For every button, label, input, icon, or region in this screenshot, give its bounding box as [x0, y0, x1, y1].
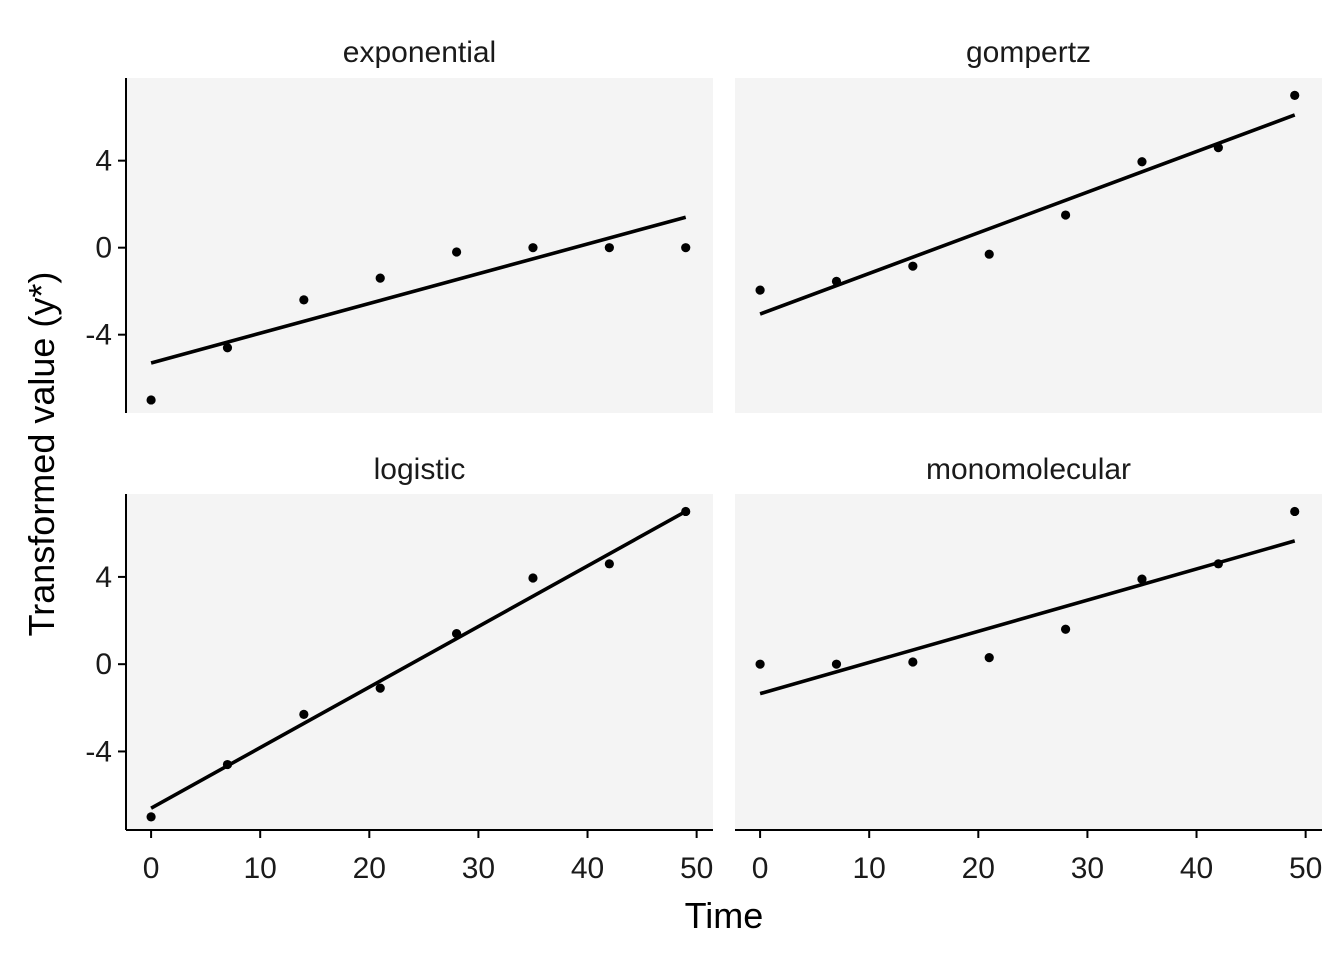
- panel-background: [735, 78, 1322, 413]
- data-point: [604, 243, 614, 253]
- y-tick-label: 4: [95, 561, 112, 594]
- data-point: [755, 285, 765, 295]
- data-point: [528, 243, 538, 253]
- data-point: [681, 506, 691, 517]
- data-point: [222, 343, 233, 353]
- data-point: [1290, 506, 1300, 517]
- data-point: [222, 759, 233, 770]
- panel-title: gompertz: [966, 36, 1091, 69]
- data-point: [1213, 143, 1223, 153]
- fit-line: [150, 215, 687, 365]
- data-point: [528, 573, 538, 583]
- x-tick-label: 20: [353, 852, 386, 885]
- data-point: [299, 295, 309, 305]
- data-point: [681, 243, 691, 253]
- y-tick-label: 4: [95, 145, 112, 178]
- data-point: [755, 659, 765, 669]
- x-tick-label: 30: [1071, 852, 1104, 885]
- fit-line: [759, 539, 1296, 696]
- x-tick-label: 30: [462, 852, 495, 885]
- data-point: [984, 249, 994, 259]
- data-point: [299, 709, 309, 719]
- data-point: [604, 559, 614, 569]
- x-tick-label: 40: [571, 852, 604, 885]
- y-tick-label: -4: [85, 735, 112, 768]
- data-point: [908, 261, 918, 271]
- data-point: [1290, 90, 1300, 101]
- data-point: [146, 812, 156, 822]
- y-tick-label: -4: [85, 319, 112, 352]
- data-point: [908, 657, 918, 667]
- data-point: [1060, 210, 1071, 220]
- y-axis-title: Transformed value (y*): [21, 272, 62, 637]
- data-point: [146, 395, 156, 405]
- data-point: [831, 659, 842, 669]
- x-tick-label: 40: [1180, 852, 1213, 885]
- y-tick-label: 0: [95, 232, 112, 265]
- fit-line: [150, 509, 687, 810]
- data-point: [1060, 624, 1071, 634]
- data-point: [1213, 559, 1223, 569]
- x-tick-label: 10: [853, 852, 886, 885]
- data-point: [831, 276, 842, 286]
- x-tick-label: 20: [962, 852, 995, 885]
- x-tick-label: 0: [752, 852, 769, 885]
- x-tick-label: 50: [1289, 852, 1322, 885]
- x-tick-label: 0: [143, 852, 160, 885]
- panel-title: logistic: [374, 453, 466, 486]
- x-axis-title: Time: [685, 895, 764, 936]
- y-tick-label: 0: [95, 648, 112, 681]
- data-point: [451, 247, 462, 257]
- x-tick-label: 50: [680, 852, 713, 885]
- panel-background: [735, 494, 1322, 830]
- data-point: [375, 683, 385, 693]
- panel-title: exponential: [343, 36, 496, 69]
- panel-title: monomolecular: [926, 453, 1131, 486]
- data-point: [375, 273, 385, 283]
- panel-background: [126, 78, 713, 413]
- data-point: [1137, 157, 1147, 167]
- data-point: [451, 629, 462, 639]
- x-tick-label: 10: [244, 852, 277, 885]
- data-point: [1137, 574, 1147, 584]
- data-point: [984, 653, 994, 663]
- fit-line: [759, 113, 1296, 316]
